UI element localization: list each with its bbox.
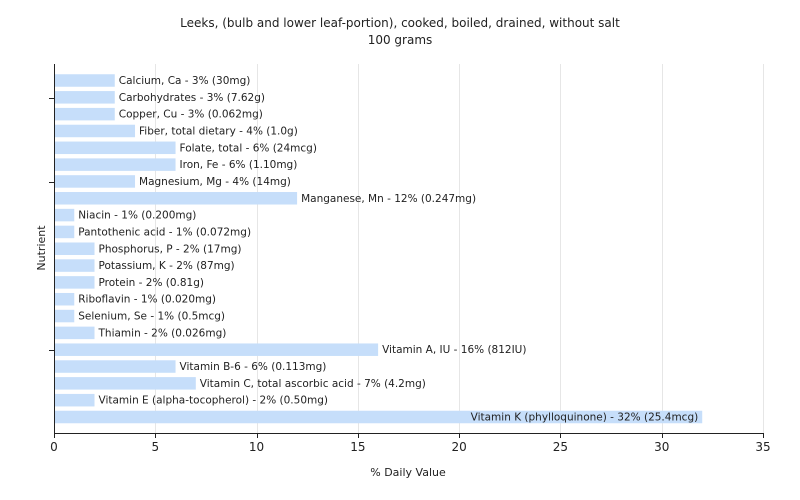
bar-4: [55, 124, 136, 138]
bar-label-8: Manganese, Mn - 12% (0.247mg): [301, 193, 476, 205]
bar-19: [55, 377, 196, 390]
x-tick-label-10: 10: [249, 440, 264, 454]
bar-18: [55, 360, 176, 373]
bar-5: [55, 141, 176, 155]
x-tick-label-30: 30: [654, 440, 669, 454]
bar-11: [55, 242, 95, 255]
bar-3: [55, 107, 115, 121]
bar-label-1: Calcium, Ca - 3% (30mg): [119, 75, 251, 87]
bar-label-7: Magnesium, Mg - 4% (14mg): [139, 176, 291, 188]
bar-labels: Calcium, Ca - 3% (30mg) Carbohydrates - 3…: [78, 75, 698, 424]
bar-1: [55, 74, 115, 87]
x-tick-label-35: 35: [755, 440, 770, 454]
bar-label-9: Niacin - 1% (0.200mg): [78, 210, 196, 222]
bar-label-3: Copper, Cu - 3% (0.062mg): [119, 109, 263, 121]
bar-6: [55, 158, 176, 171]
bar-label-21: Vitamin K (phylloquinone) - 32% (25.4mcg…: [471, 412, 699, 424]
bar-7: [55, 175, 136, 188]
bar-label-6: Iron, Fe - 6% (1.10mg): [180, 159, 298, 171]
bars: [55, 74, 703, 424]
bar-12: [55, 259, 95, 272]
bar-label-18: Vitamin B-6 - 6% (0.113mg): [180, 361, 327, 373]
x-tick-label-0: 0: [50, 440, 58, 454]
x-axis-title: % Daily Value: [370, 466, 446, 479]
x-tick-label-20: 20: [452, 440, 467, 454]
bar-label-14: Riboflavin - 1% (0.020mg): [78, 294, 216, 306]
bar-8: [55, 192, 298, 205]
bar-10: [55, 225, 75, 239]
bar-2: [55, 91, 115, 104]
bar-13: [55, 276, 95, 289]
bar-14: [55, 292, 75, 306]
axes: 0 5 10 15 20 25 30 35: [49, 64, 771, 454]
bar-label-10: Pantothenic acid - 1% (0.072mg): [78, 226, 251, 238]
bar-16: [55, 326, 95, 340]
bar-label-12: Potassium, K - 2% (87mg): [99, 260, 235, 272]
bar-label-15: Selenium, Se - 1% (0.5mcg): [78, 311, 225, 323]
bar-label-4: Fiber, total dietary - 4% (1.0g): [139, 125, 298, 137]
bar-label-19: Vitamin C, total ascorbic acid - 7% (4.2…: [200, 378, 426, 390]
x-tick-label-25: 25: [553, 440, 568, 454]
x-tick-label-5: 5: [151, 440, 159, 454]
bar-17: [55, 343, 379, 356]
bar-label-16: Thiamin - 2% (0.026mg): [98, 327, 227, 339]
x-tick-label-15: 15: [350, 440, 365, 454]
y-axis-title: Nutrient: [35, 225, 48, 271]
grid-lines: [155, 64, 764, 433]
bar-label-5: Folate, total - 6% (24mcg): [180, 142, 317, 154]
bar-21: [55, 410, 703, 424]
chart-subtitle: 100 grams: [368, 33, 433, 47]
bar-9: [55, 208, 75, 222]
bar-label-17: Vitamin A, IU - 16% (812IU): [382, 344, 526, 356]
chart-title: Leeks, (bulb and lower leaf-portion), co…: [180, 16, 620, 30]
bar-label-13: Protein - 2% (0.81g): [99, 277, 205, 289]
bar-15: [55, 309, 75, 323]
bar-20: [55, 393, 95, 407]
bar-label-11: Phosphorus, P - 2% (17mg): [99, 243, 242, 255]
bar-label-20: Vitamin E (alpha-tocopherol) - 2% (0.50m…: [99, 395, 329, 407]
bar-label-2: Carbohydrates - 3% (7.62g): [119, 92, 265, 104]
